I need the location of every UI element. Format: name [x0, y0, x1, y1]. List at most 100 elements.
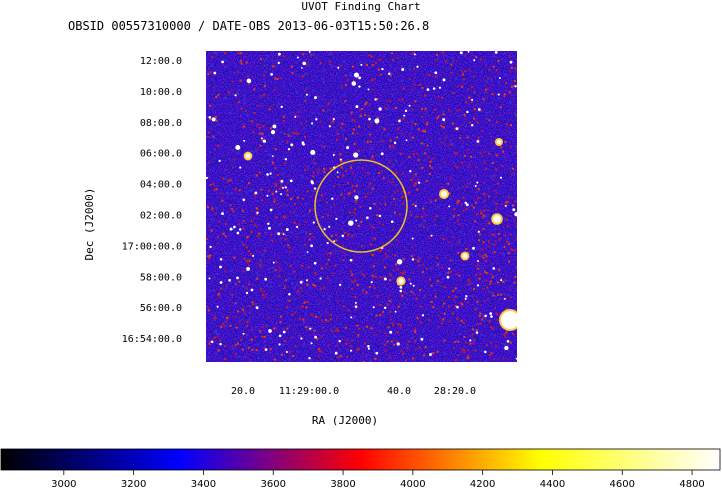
noise-speckle: [272, 267, 275, 269]
star: [414, 205, 417, 207]
noise-speckle: [340, 286, 343, 289]
noise-speckle: [490, 140, 493, 143]
noise-speckle: [496, 296, 499, 299]
noise-speckle: [347, 247, 350, 249]
noise-speckle: [452, 215, 455, 218]
noise-speckle: [482, 307, 485, 310]
noise-speckle: [284, 199, 287, 202]
noise-speckle: [428, 319, 431, 322]
noise-speckle: [488, 290, 491, 293]
noise-speckle: [345, 137, 347, 140]
noise-speckle: [255, 305, 258, 308]
noise-speckle: [304, 135, 306, 138]
noise-speckle: [486, 87, 489, 90]
noise-speckle: [248, 283, 250, 286]
noise-speckle: [211, 207, 214, 210]
noise-speckle: [508, 286, 511, 289]
noise-speckle: [382, 177, 385, 180]
noise-speckle: [359, 206, 362, 209]
noise-speckle: [329, 357, 332, 360]
noise-speckle: [309, 351, 312, 354]
noise-speckle: [515, 225, 517, 228]
noise-speckle: [282, 58, 285, 61]
noise-speckle: [497, 289, 500, 292]
noise-speckle: [395, 71, 398, 74]
noise-speckle: [224, 324, 227, 327]
noise-speckle: [240, 62, 243, 65]
noise-speckle: [447, 305, 450, 308]
noise-speckle: [239, 209, 242, 212]
noise-speckle: [370, 225, 373, 228]
noise-speckle: [348, 122, 351, 125]
noise-speckle: [415, 202, 417, 205]
star: [393, 141, 397, 145]
noise-speckle: [474, 181, 477, 184]
noise-speckle: [476, 213, 479, 216]
noise-speckle: [400, 196, 403, 199]
noise-speckle: [376, 214, 379, 217]
noise-speckle: [488, 68, 491, 71]
noise-speckle: [450, 143, 453, 146]
noise-speckle: [389, 274, 392, 277]
noise-speckle: [235, 129, 238, 132]
noise-speckle: [393, 147, 396, 150]
noise-speckle: [321, 196, 324, 199]
noise-speckle: [431, 311, 434, 314]
target-region-circle: [314, 159, 408, 253]
noise-speckle: [273, 200, 276, 203]
noise-speckle: [480, 211, 483, 213]
noise-speckle: [312, 333, 315, 336]
noise-speckle: [423, 212, 426, 215]
noise-speckle: [351, 161, 354, 164]
noise-speckle: [482, 53, 485, 56]
star: [409, 170, 412, 173]
noise-speckle: [473, 340, 476, 343]
star: [294, 115, 297, 118]
noise-speckle: [383, 138, 386, 140]
star: [378, 107, 382, 111]
noise-speckle: [231, 345, 234, 348]
noise-speckle: [296, 196, 299, 199]
star: [448, 205, 451, 208]
noise-speckle: [316, 283, 319, 286]
star: [355, 105, 359, 109]
star: [264, 348, 268, 351]
noise-speckle: [417, 158, 420, 161]
noise-speckle: [394, 254, 396, 257]
noise-speckle: [484, 253, 487, 256]
noise-speckle: [384, 332, 387, 335]
noise-speckle: [246, 235, 249, 238]
y-tick-label: 12:00.0: [140, 56, 182, 67]
noise-speckle: [319, 337, 321, 339]
noise-speckle: [296, 356, 298, 359]
noise-speckle: [414, 339, 417, 342]
noise-speckle: [288, 299, 291, 302]
noise-speckle: [341, 322, 344, 325]
noise-speckle: [507, 349, 510, 352]
noise-speckle: [411, 89, 414, 92]
star: [429, 353, 432, 356]
noise-speckle: [222, 209, 224, 212]
noise-speckle: [309, 286, 312, 289]
noise-speckle: [308, 87, 311, 90]
noise-speckle: [433, 69, 436, 72]
noise-speckle: [401, 195, 404, 198]
noise-speckle: [439, 137, 442, 140]
noise-speckle: [404, 56, 407, 58]
noise-speckle: [243, 94, 246, 97]
noise-speckle: [282, 128, 284, 131]
noise-speckle: [507, 195, 510, 198]
noise-speckle: [329, 313, 332, 316]
noise-speckle: [337, 115, 340, 118]
noise-speckle: [261, 335, 264, 338]
noise-speckle: [289, 137, 292, 140]
star: [396, 342, 400, 346]
noise-speckle: [410, 179, 412, 182]
noise-speckle: [320, 314, 323, 317]
noise-speckle: [423, 152, 426, 155]
noise-speckle: [463, 349, 466, 352]
noise-speckle: [352, 184, 355, 187]
star: [333, 240, 336, 243]
noise-speckle: [225, 96, 228, 99]
noise-speckle: [451, 296, 454, 299]
